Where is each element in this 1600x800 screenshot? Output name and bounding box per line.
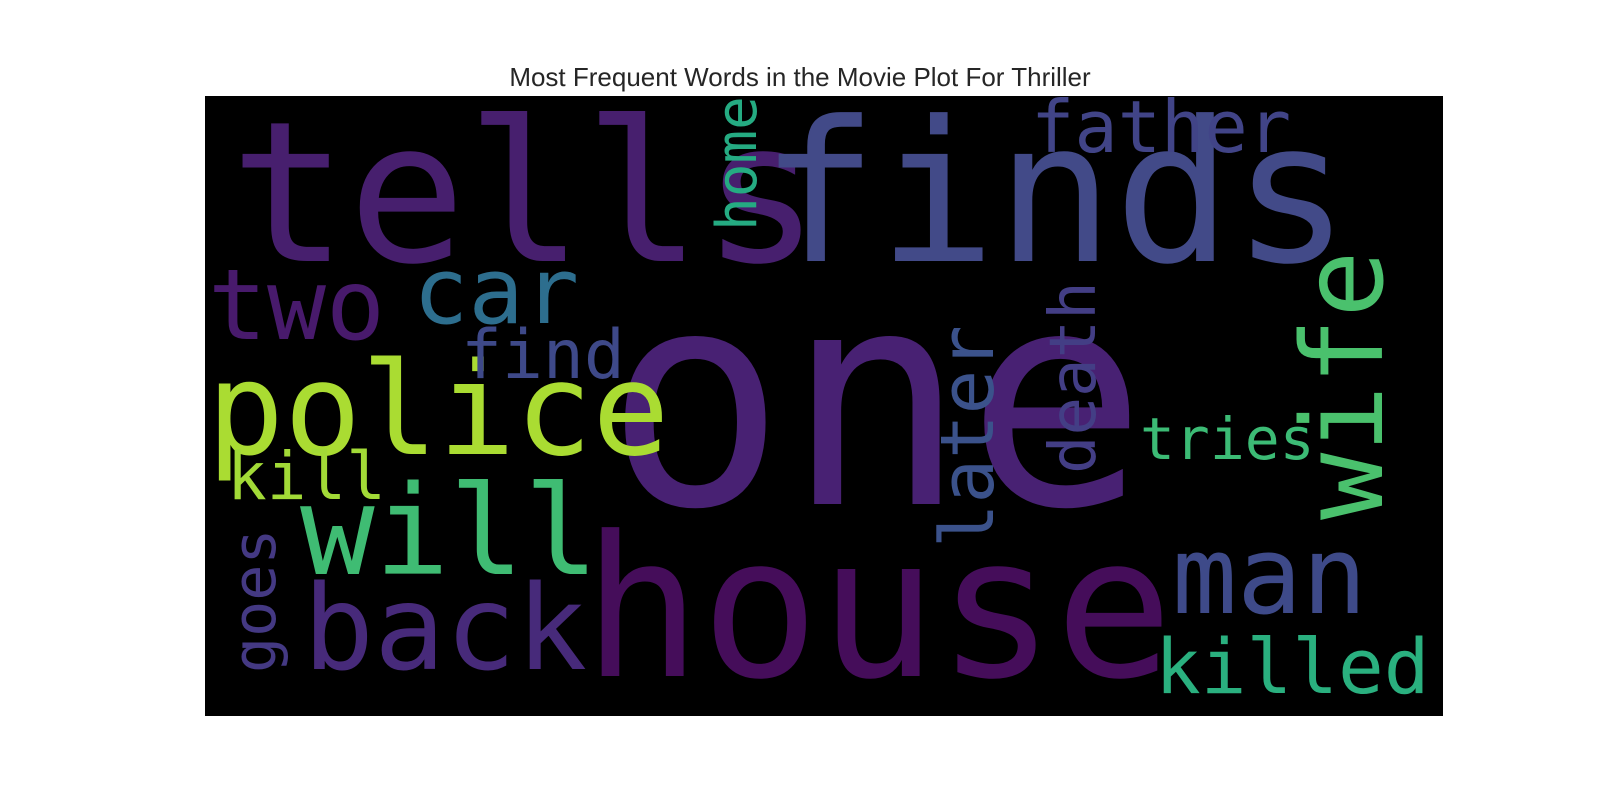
word-home: home bbox=[705, 96, 770, 231]
word-kill: kill bbox=[227, 438, 386, 515]
word-tells: tells bbox=[230, 96, 820, 308]
word-killed: killed bbox=[1155, 622, 1430, 711]
word-car: car bbox=[413, 238, 579, 345]
word-one: one bbox=[605, 226, 1147, 575]
word-two: two bbox=[208, 249, 385, 363]
word-wife: wife bbox=[1279, 250, 1409, 520]
word-man: man bbox=[1172, 514, 1367, 639]
word-cloud: one tells finds house police will back man wife t… bbox=[205, 96, 1443, 716]
word-later: later bbox=[925, 325, 1011, 548]
word-police: police bbox=[207, 336, 669, 485]
word-finds: finds bbox=[760, 96, 1350, 308]
word-tries: tries bbox=[1140, 405, 1315, 473]
word-father: father bbox=[1031, 96, 1291, 169]
word-will: will bbox=[300, 460, 599, 604]
word-back: back bbox=[303, 559, 587, 697]
word-death: death bbox=[1037, 281, 1111, 474]
word-house: house bbox=[583, 495, 1173, 716]
word-goes: goes bbox=[220, 529, 290, 674]
word-find: find bbox=[461, 316, 625, 395]
chart-title: Most Frequent Words in the Movie Plot Fo… bbox=[509, 62, 1091, 92]
